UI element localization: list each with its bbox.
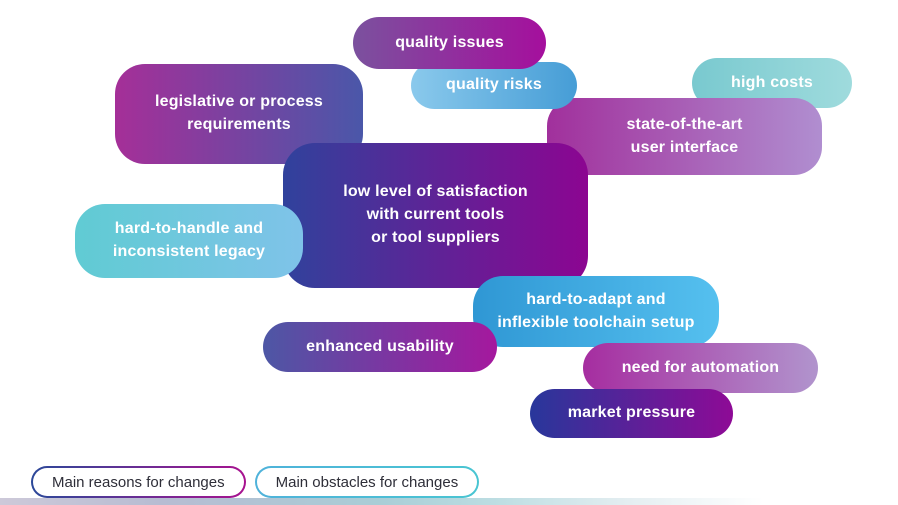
bubble-need-for-automation-label: need for automation <box>621 358 780 376</box>
bubble-inflexible-toolchain: hard-to-adapt and inflexible toolchain s… <box>473 276 719 347</box>
bubble-state-of-the-art-ui-label: state-of-the-art user interface <box>626 115 743 156</box>
legend-obstacles-pill: Main obstacles for changes <box>254 466 480 498</box>
legend-reasons-label: Main reasons for changes <box>33 468 244 496</box>
bubble-legislative-requirements-label: legislative or process requirements <box>154 93 324 133</box>
bubble-inconsistent-legacy: hard-to-handle and inconsistent legacy <box>75 204 303 278</box>
bubble-enhanced-usability-label: enhanced usability <box>306 337 454 355</box>
bubble-low-satisfaction-label: low level of satisfaction with current t… <box>343 183 528 246</box>
bubble-state-of-the-art-ui: state-of-the-art user interface <box>547 98 822 175</box>
bubble-market-pressure: market pressure <box>530 389 733 438</box>
bubble-need-for-automation: need for automation <box>583 343 818 393</box>
bubble-market-pressure-label: market pressure <box>567 404 696 422</box>
legend: Main reasons for changes Main obstacles … <box>31 466 480 498</box>
legend-reasons-pill: Main reasons for changes <box>31 466 246 498</box>
bubble-enhanced-usability: enhanced usability <box>263 322 497 372</box>
bubble-inconsistent-legacy-label: hard-to-handle and inconsistent legacy <box>112 220 266 260</box>
bubble-quality-issues-label: quality issues <box>395 33 504 51</box>
legend-obstacles-label: Main obstacles for changes <box>256 468 478 496</box>
bottom-gradient-bar <box>0 498 898 505</box>
bubble-quality-risks: quality risks <box>411 62 577 109</box>
bubble-low-satisfaction: low level of satisfaction with current t… <box>283 143 588 288</box>
bubble-quality-issues: quality issues <box>353 17 546 69</box>
bubble-high-costs-label: high costs <box>730 73 813 91</box>
bubble-inflexible-toolchain-label: hard-to-adapt and inflexible toolchain s… <box>497 290 695 331</box>
bubble-quality-risks-label: quality risks <box>446 76 542 94</box>
